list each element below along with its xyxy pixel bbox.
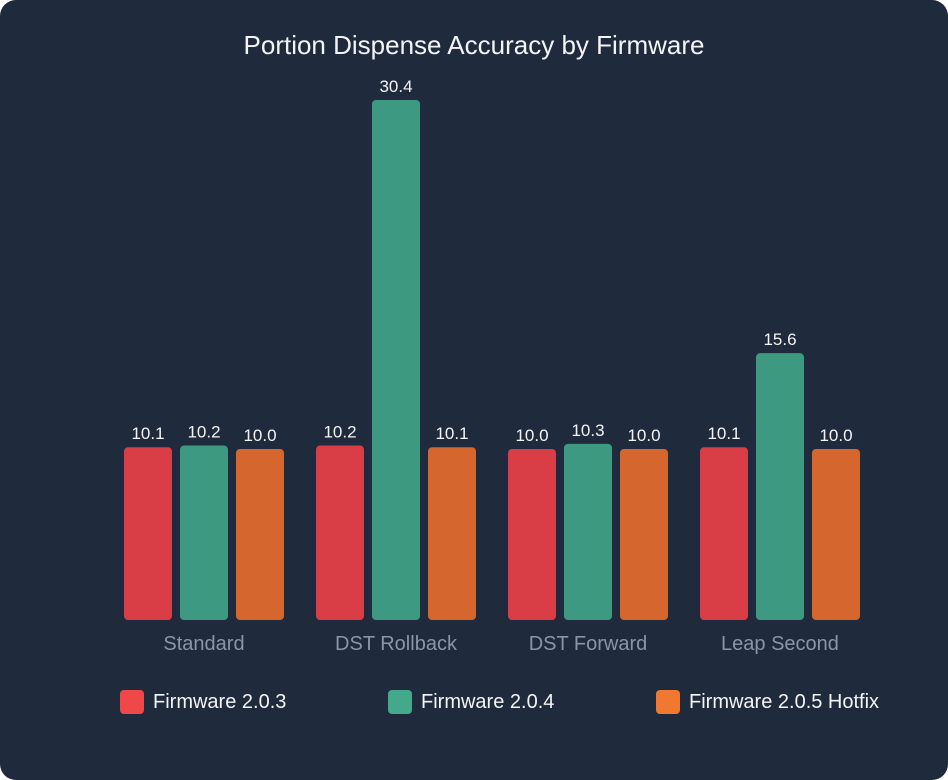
data-label: 30.4 — [379, 77, 412, 96]
category-label: Standard — [163, 633, 244, 655]
data-label: 10.0 — [627, 426, 660, 445]
data-label: 15.6 — [763, 330, 796, 349]
bar[interactable] — [508, 448, 556, 620]
bar[interactable] — [124, 447, 172, 620]
data-label: 10.1 — [131, 424, 164, 443]
data-label: 10.1 — [435, 424, 468, 443]
data-label: 10.0 — [819, 426, 852, 445]
bar[interactable] — [428, 447, 476, 620]
legend: Firmware 2.0.3 Firmware 2.0.4 Firmware 2… — [0, 690, 948, 716]
bar[interactable] — [236, 448, 284, 620]
chart-title: Portion Dispense Accuracy by Firmware — [243, 30, 705, 60]
category-label: DST Rollback — [335, 633, 458, 655]
legend-label: Firmware 2.0.5 Hotfix — [689, 690, 880, 713]
legend-label: Firmware 2.0.4 — [421, 690, 555, 713]
bar[interactable] — [620, 448, 668, 620]
data-label: 10.2 — [323, 423, 356, 442]
legend-swatch — [120, 690, 144, 714]
data-label: 10.0 — [243, 426, 276, 445]
legend-swatch — [656, 690, 680, 714]
category-label: DST Forward — [529, 633, 648, 655]
data-label: 10.1 — [707, 424, 740, 443]
bar[interactable] — [756, 353, 804, 620]
legend-item-2[interactable]: Firmware 2.0.5 Hotfix — [656, 690, 879, 714]
legend-label: Firmware 2.0.3 — [153, 690, 287, 713]
category-label: Leap Second — [721, 633, 839, 655]
legend-swatch — [388, 690, 412, 714]
bar[interactable] — [316, 445, 364, 620]
legend-item-0[interactable]: Firmware 2.0.3 — [120, 690, 286, 714]
bar[interactable] — [564, 443, 612, 620]
data-label: 10.0 — [515, 426, 548, 445]
bar[interactable] — [700, 447, 748, 620]
bar[interactable] — [812, 448, 860, 620]
legend-item-1[interactable]: Firmware 2.0.4 — [388, 690, 554, 714]
bar[interactable] — [372, 100, 420, 620]
bar[interactable] — [180, 445, 228, 620]
data-label: 10.3 — [571, 421, 604, 440]
data-label: 10.2 — [187, 423, 220, 442]
